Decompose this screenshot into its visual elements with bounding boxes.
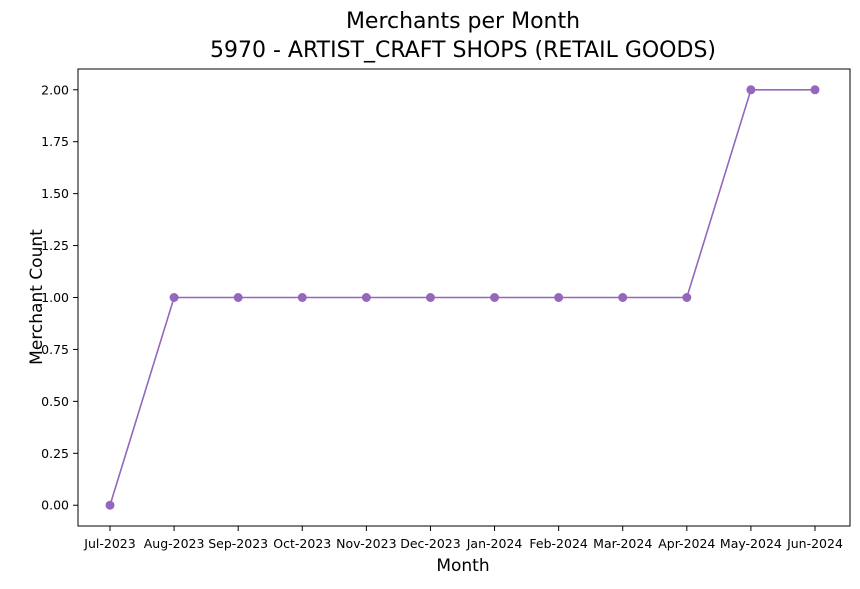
- data-point: [169, 293, 179, 302]
- y-axis-ticks: 0.00 0.25 0.50 0.75 1.00 1.25 1.50 1.75 2.00: [41, 82, 78, 513]
- data-point: [554, 293, 564, 302]
- series-layer: [105, 85, 820, 510]
- data-point: [297, 293, 307, 302]
- chart-title: Merchants per Month: [346, 9, 580, 34]
- x-tick-label: Mar-2024: [593, 536, 652, 551]
- y-tick-label: 1.25: [41, 238, 69, 253]
- data-point: [233, 293, 243, 302]
- x-tick-label: Feb-2024: [529, 536, 588, 551]
- y-axis-label: Merchant Count: [27, 229, 47, 365]
- x-tick-label: Jul-2023: [83, 536, 135, 551]
- data-point: [361, 293, 371, 302]
- y-tick-label: 0.00: [41, 498, 69, 513]
- x-tick-label: Sep-2023: [208, 536, 268, 551]
- y-tick-label: 1.00: [41, 290, 69, 305]
- y-tick-label: 0.25: [41, 446, 69, 461]
- x-tick-label: Oct-2023: [273, 536, 331, 551]
- data-point: [810, 85, 820, 95]
- data-point: [490, 293, 500, 302]
- y-tick-label: 1.50: [41, 186, 69, 201]
- x-axis-ticks: Jul-2023 Aug-2023 Sep-2023 Oct-2023 Nov-2023…: [83, 526, 843, 551]
- data-point: [618, 293, 628, 302]
- x-tick-label: Jan-2024: [466, 536, 523, 551]
- data-point: [746, 85, 756, 95]
- chart-subtitle: 5970 - ARTIST_CRAFT SHOPS (RETAIL GOODS): [210, 38, 716, 63]
- y-tick-label: 0.50: [41, 394, 69, 409]
- x-tick-label: Jun-2024: [786, 536, 843, 551]
- y-tick-label: 0.75: [41, 342, 69, 357]
- data-point: [682, 293, 692, 302]
- x-tick-label: Aug-2023: [144, 536, 205, 551]
- data-point: [425, 293, 435, 302]
- data-point: [105, 500, 115, 510]
- x-tick-label: Apr-2024: [658, 536, 715, 551]
- y-tick-label: 2.00: [41, 82, 69, 97]
- plot-frame: [77, 68, 851, 527]
- series-line: [109, 88, 815, 506]
- x-axis-label: Month: [436, 556, 489, 576]
- x-tick-label: Nov-2023: [336, 536, 396, 551]
- y-tick-label: 1.75: [41, 134, 69, 149]
- x-tick-label: May-2024: [720, 536, 782, 551]
- x-tick-label: Dec-2023: [400, 536, 461, 551]
